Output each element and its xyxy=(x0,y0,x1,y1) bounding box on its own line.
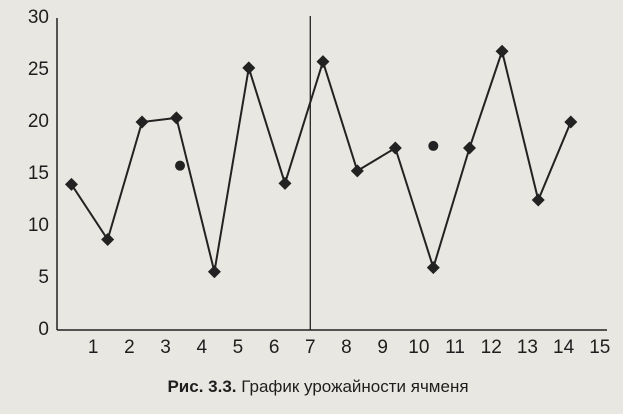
y-tick-label: 15 xyxy=(28,163,49,184)
diamond-marker xyxy=(169,111,183,125)
x-tick-label: 13 xyxy=(517,337,538,358)
diamond-marker xyxy=(64,177,78,191)
x-tick-label: 5 xyxy=(233,337,244,358)
dot-marker xyxy=(175,160,186,171)
y-tick-label: 25 xyxy=(28,59,49,80)
dot-marker xyxy=(428,140,439,151)
diamond-marker xyxy=(101,233,115,247)
x-tick-label: 2 xyxy=(124,337,135,358)
x-tick-label: 14 xyxy=(553,337,575,358)
diamond-marker xyxy=(242,61,256,75)
x-tick-label: 4 xyxy=(196,337,207,358)
x-tick-label: 7 xyxy=(305,337,316,358)
x-tick-label: 11 xyxy=(445,337,465,358)
diamond-marker xyxy=(350,164,364,178)
x-tick-label: 6 xyxy=(269,337,280,358)
diamond-marker xyxy=(207,265,221,279)
x-tick-label: 9 xyxy=(377,337,388,358)
diamond-marker xyxy=(564,115,578,129)
x-tick-label: 3 xyxy=(160,337,171,358)
diamond-marker xyxy=(531,193,545,207)
y-tick-label: 0 xyxy=(38,319,49,340)
x-tick-label: 15 xyxy=(589,337,610,358)
y-tick-label: 10 xyxy=(28,215,49,236)
y-tick-label: 5 xyxy=(38,267,49,288)
diamond-marker xyxy=(463,141,476,155)
y-tick-label: 30 xyxy=(28,7,49,28)
x-tick-label: 8 xyxy=(341,337,352,358)
caption-text: График урожайности ячменя xyxy=(241,377,468,396)
diamond-marker xyxy=(278,176,292,190)
diamond-marker xyxy=(135,115,149,129)
diamond-marker xyxy=(316,55,330,69)
diamond-marker xyxy=(388,141,402,155)
caption: Рис. 3.3. График урожайности ячменя xyxy=(167,377,468,396)
y-tick-label: 20 xyxy=(28,111,49,132)
x-tick-label: 1 xyxy=(88,337,99,358)
diamond-marker xyxy=(426,261,440,275)
x-tick-label: 10 xyxy=(408,337,429,358)
x-tick-label: 12 xyxy=(481,337,502,358)
caption-label: Рис. 3.3. xyxy=(167,377,236,396)
diamond-marker xyxy=(495,44,509,58)
